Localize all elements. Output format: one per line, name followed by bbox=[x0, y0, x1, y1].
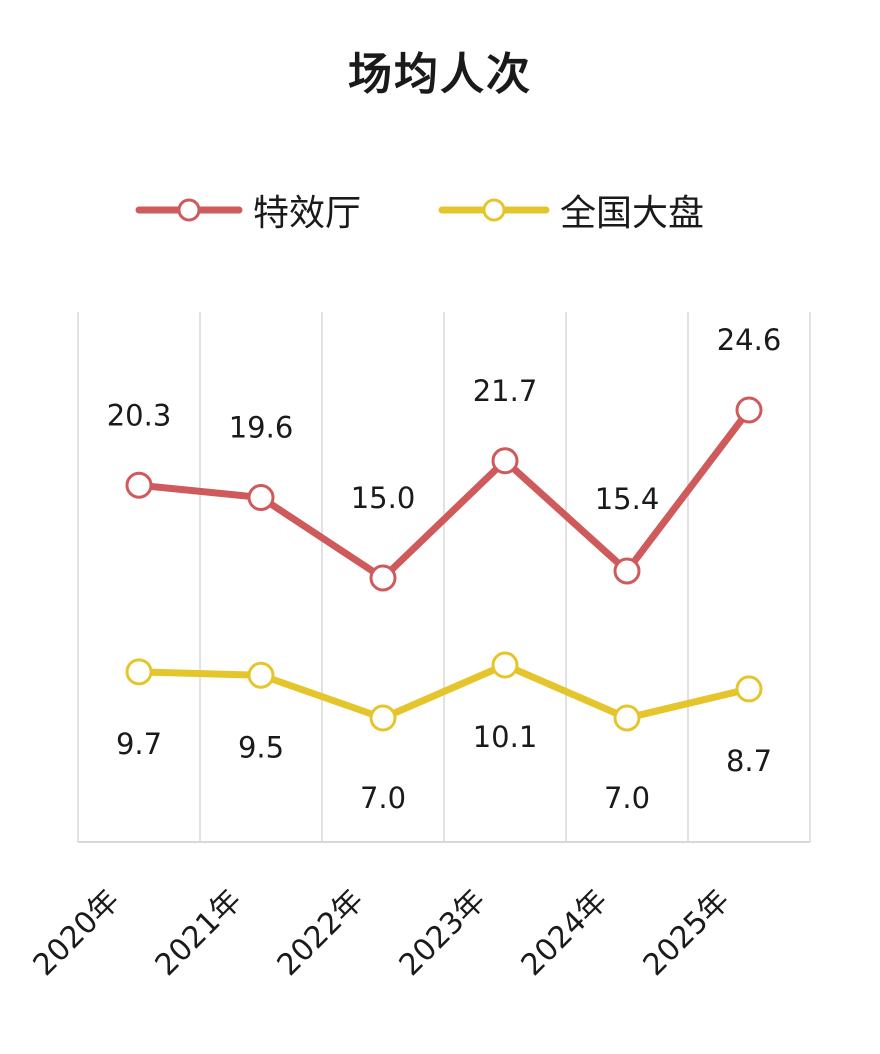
x-tick-label: 2021年 bbox=[149, 883, 249, 983]
data-point-1 bbox=[613, 704, 641, 732]
data-point-0 bbox=[491, 447, 519, 475]
legend-item-special-hall: 特效厅 bbox=[135, 180, 361, 240]
data-label: 20.3 bbox=[107, 398, 172, 432]
x-tick-label: 2025年 bbox=[637, 883, 737, 983]
data-point-0 bbox=[247, 484, 275, 511]
data-label: 10.1 bbox=[473, 720, 538, 754]
data-label: 15.0 bbox=[351, 481, 416, 515]
data-point-0 bbox=[735, 396, 763, 424]
data-label: 21.7 bbox=[473, 374, 538, 408]
data-point-1 bbox=[369, 704, 397, 732]
x-tick-label: 2023年 bbox=[393, 883, 493, 983]
x-tick-label: 2022年 bbox=[271, 883, 371, 983]
data-point-1 bbox=[125, 658, 153, 686]
legend-label-special-hall: 特效厅 bbox=[253, 193, 362, 234]
series-line-0 bbox=[135, 406, 753, 582]
data-point-0 bbox=[369, 564, 397, 592]
data-point-0 bbox=[613, 557, 641, 585]
data-point-1 bbox=[735, 675, 763, 703]
data-label: 9.7 bbox=[116, 727, 162, 761]
series-line-1 bbox=[135, 661, 753, 722]
chart-title: 场均人次 bbox=[348, 49, 532, 100]
legend-swatch-national bbox=[438, 198, 550, 222]
data-label: 24.6 bbox=[717, 323, 782, 357]
legend-swatch-special-hall bbox=[135, 198, 243, 222]
x-tick-label: 2024年 bbox=[515, 883, 615, 983]
data-point-1 bbox=[491, 651, 519, 679]
data-label: 19.6 bbox=[229, 411, 294, 445]
data-label: 7.0 bbox=[360, 781, 406, 815]
x-tick-label: 2020年 bbox=[27, 883, 127, 983]
legend: 特效厅 全国大盘 bbox=[0, 180, 880, 240]
data-label: 15.4 bbox=[595, 482, 660, 516]
data-label: 9.5 bbox=[238, 730, 284, 764]
data-label: 7.0 bbox=[604, 781, 650, 815]
data-point-1 bbox=[247, 661, 275, 689]
legend-item-national: 全国大盘 bbox=[438, 180, 704, 240]
legend-label-national: 全国大盘 bbox=[560, 193, 705, 234]
data-point-0 bbox=[125, 471, 153, 499]
data-label: 8.7 bbox=[726, 744, 772, 778]
